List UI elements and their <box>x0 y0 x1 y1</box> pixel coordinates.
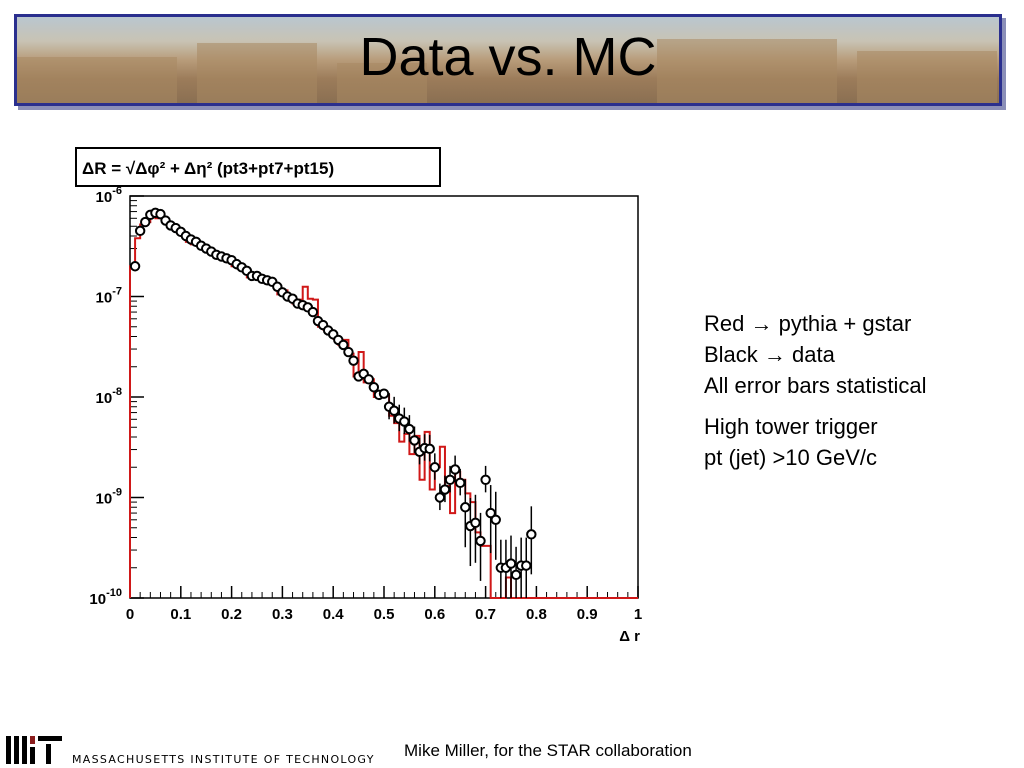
y-tick-label: 10-9 <box>96 487 122 508</box>
note-trigger: High tower trigger <box>704 414 878 439</box>
y-tick-label: 10-10 <box>89 587 122 608</box>
y-tick-label: 10-8 <box>96 386 122 407</box>
data-point <box>404 423 415 435</box>
x-tick-label: 0.7 <box>475 606 496 623</box>
data-point <box>470 517 481 529</box>
x-tick-label: 0.1 <box>170 606 191 623</box>
data-point <box>307 306 319 318</box>
data-point <box>343 346 354 358</box>
data-point <box>521 560 532 571</box>
data-point <box>485 507 496 519</box>
institution-name: MASSACHUSETTS INSTITUTE OF TECHNOLOGY <box>72 753 375 766</box>
data-point <box>129 261 141 272</box>
mit-logo <box>6 736 62 764</box>
note-pt-cut: pt (jet) >10 GeV/c <box>704 445 878 470</box>
x-tick-label: 0.3 <box>272 606 293 623</box>
data-point <box>363 374 374 385</box>
note-errors: All error bars statistical <box>704 373 927 398</box>
data-point <box>526 529 537 540</box>
data-point <box>409 435 420 446</box>
data-point <box>378 388 390 399</box>
data-point <box>338 339 349 351</box>
x-tick-label: 1 <box>634 606 642 623</box>
footer-credit: Mike Miller, for the STAR collaboration <box>404 741 692 760</box>
data-point <box>455 477 466 489</box>
data-point <box>460 502 471 513</box>
data-point <box>439 484 451 495</box>
data-point <box>434 492 446 503</box>
data-point <box>449 464 461 475</box>
chart-title: ΔR = √Δφ² + Δη² (pt3+pt7+pt15) <box>82 159 334 178</box>
data-point <box>424 443 435 455</box>
data-point <box>429 462 440 473</box>
x-tick-label: 0.4 <box>323 606 345 623</box>
data-point <box>505 558 517 569</box>
data-point <box>480 474 491 486</box>
note-red: Red → pythia + gstar <box>704 311 912 336</box>
data-point <box>140 216 151 228</box>
y-tick-label: 10-7 <box>96 286 122 307</box>
x-tick-label: 0.6 <box>424 606 445 623</box>
title-banner: Data vs. MC <box>14 14 1002 106</box>
y-tick-label: 10-6 <box>96 185 122 206</box>
x-tick-label: 0.5 <box>374 606 395 623</box>
data-point <box>490 514 501 525</box>
data-point <box>444 474 456 486</box>
x-tick-label: 0 <box>126 606 134 623</box>
data-point <box>348 355 359 366</box>
chart-area: ΔR = √Δφ² + Δη² (pt3+pt7+pt15) 0 0.1 0.2 0.3… <box>70 140 650 650</box>
data-point <box>399 416 410 427</box>
data-point <box>155 208 166 220</box>
chart-title-box <box>75 147 441 187</box>
data-point <box>388 405 400 416</box>
data-point <box>368 382 380 393</box>
data-point <box>510 569 522 581</box>
x-tick-label: 0.2 <box>221 606 242 623</box>
data-point <box>134 225 146 237</box>
note-black: Black → data <box>704 342 835 367</box>
data-point <box>475 535 486 547</box>
slide-title: Data vs. MC <box>359 27 657 87</box>
x-axis-label: Δ r <box>619 628 640 645</box>
x-tick-label: 0.9 <box>577 606 598 623</box>
delta-r-chart: ΔR = √Δφ² + Δη² (pt3+pt7+pt15) 0 0.1 0.2 0.3… <box>75 147 642 645</box>
x-tick-label: 0.8 <box>526 606 547 623</box>
legend-notes: Red → pythia + gstar Black → data All er… <box>704 308 927 473</box>
